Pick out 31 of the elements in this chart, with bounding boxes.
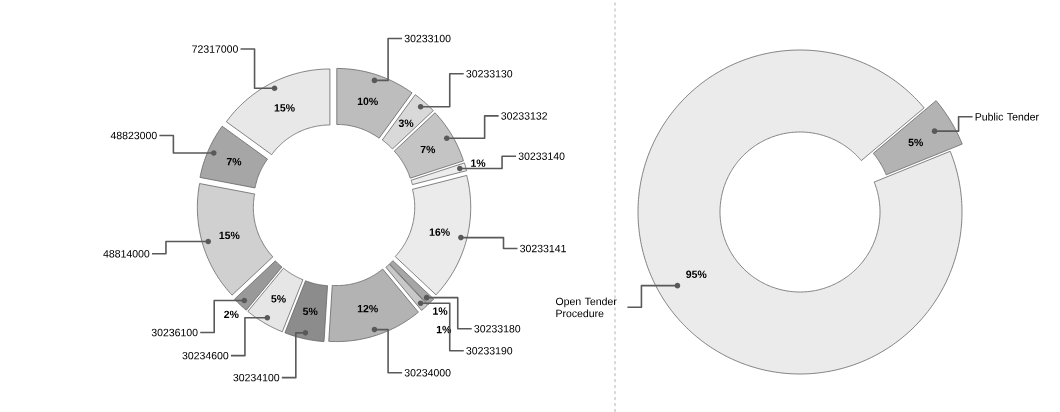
slice-label: 48814000 (103, 250, 150, 258)
data-label: 12% (357, 304, 378, 313)
data-label: 7% (226, 158, 242, 166)
slice-label: 30233140 (518, 152, 565, 160)
data-label: 5% (302, 307, 318, 316)
slice-label: 30233132 (501, 112, 548, 120)
data-label: 7% (420, 145, 436, 154)
data-label: 10% (357, 97, 378, 106)
data-label: 5% (271, 295, 286, 303)
data-label: 5% (908, 138, 924, 147)
slice-label: Public Tender (975, 112, 1039, 121)
slice-label: 30233100 (404, 34, 451, 43)
slice-label: 30234000 (404, 369, 451, 377)
data-label: 16% (429, 228, 450, 236)
slice-label: Open Tender Procedure (555, 297, 617, 318)
slice-label: 30233180 (474, 325, 521, 333)
data-label: 2% (224, 310, 239, 319)
data-label: 15% (274, 104, 295, 112)
slice-label: 30234100 (233, 373, 280, 382)
slice-label: 30233130 (466, 70, 513, 78)
slice-label: 30234600 (182, 351, 229, 360)
data-label: 3% (398, 119, 414, 127)
data-label: 1% (433, 307, 448, 315)
data-label: 95% (686, 270, 707, 279)
data-label: 15% (219, 231, 240, 240)
slice-label: 30233190 (466, 347, 513, 355)
slice-label: 30236100 (151, 328, 198, 337)
slice-label: 48823000 (110, 131, 157, 140)
slice-label: 72317000 (192, 45, 238, 53)
slice-label: 30233141 (520, 244, 566, 253)
data-label: 1% (471, 159, 486, 167)
